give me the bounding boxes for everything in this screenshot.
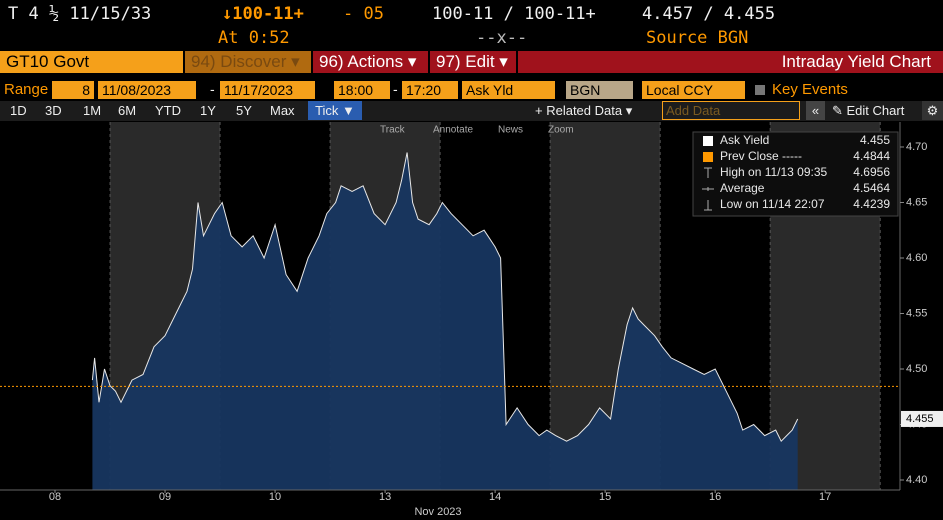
security: T 4 ½ 11/15/33 [8,4,152,24]
period-button[interactable]: 1Y [200,103,216,118]
legend-value: 4.4844 [853,149,890,163]
x-tick-label: 17 [819,491,831,503]
period-button[interactable]: 3D [45,103,62,118]
range-days[interactable]: 8 [52,81,94,99]
ticker[interactable]: GT10 Govt [0,51,183,73]
legend-label: Low on 11/14 22:07 [720,197,825,211]
legend-value: 4.455 [860,133,890,147]
x-tick-label: 14 [489,491,501,503]
last-value-tag [901,410,943,427]
last-value-label: 4.455 [906,413,934,425]
discover-button[interactable]: 94) Discover ▾ [185,51,311,73]
chart-tool: Track [380,125,406,136]
legend-swatch [703,152,713,162]
source: Source BGN [646,28,749,48]
time: At 0:52 [218,28,290,48]
y-tick-label: 4.50 [906,363,927,375]
end-time[interactable]: 17:20 [402,81,458,99]
change-price: ↓100-11+ [222,4,304,24]
x-tick-label: 09 [159,491,171,503]
related-data[interactable]: + Related Data ▾ [535,103,633,118]
size: --x-- [476,28,528,48]
x-tick-label: 10 [269,491,281,503]
x-axis-label: Nov 2023 [414,506,461,518]
period-button[interactable]: 6M [118,103,137,118]
start-time[interactable]: 18:00 [334,81,390,99]
legend: Ask Yield 4.455 Prev Close ----- 4.4844 High… [692,131,899,217]
y-tick-label: 4.60 [906,252,927,264]
x-tick-label: 15 [599,491,611,503]
toolbar [0,101,943,121]
chart: TrackAnnotateNewsZoom4.404.454.504.554.6… [0,122,943,518]
x-tick-label: 08 [49,491,61,503]
period-button[interactable]: 5Y [236,103,252,118]
tick-button[interactable]: Tick ▼ [308,101,362,120]
change: - 05 [343,4,384,24]
bid-ask-price: 100-11 / 100-11+ [432,4,596,24]
area-fill [92,152,798,490]
session-band [0,122,111,490]
separator: - [393,81,398,97]
y-tick-label: 4.65 [906,196,927,208]
legend-swatch [703,136,713,146]
period-button[interactable]: 1D [10,103,27,118]
period-button[interactable]: YTD [155,103,181,118]
add-data[interactable]: Add Data [662,101,800,120]
period-button[interactable]: Max [270,103,295,118]
settings-button[interactable]: ⚙ [922,101,943,120]
legend-label: Average [720,181,765,195]
separator: - [210,81,215,97]
source-input[interactable]: BGN [566,81,633,99]
actions-button[interactable]: 96) Actions ▾ [313,51,428,73]
end-date[interactable]: 11/17/2023 [220,81,315,99]
range-label: Range [4,81,49,98]
yield-line [91,152,799,443]
chart-tool: Annotate [433,125,473,136]
y-tick-label: 4.70 [906,141,927,153]
collapse-button[interactable]: « [806,101,825,120]
edit-chart[interactable]: ✎ Edit Chart [832,103,905,118]
edit-button[interactable]: 97) Edit ▾ [430,51,516,73]
bid-ask-yield: 4.457 / 4.455 [642,4,776,24]
legend-value: 4.4239 [853,197,890,211]
field-select[interactable]: Ask Yld [462,81,555,99]
chart-tool: News [498,125,523,136]
legend-label: High on 11/13 09:35 [720,165,828,179]
legend-label: Prev Close ----- [720,149,802,163]
period-button[interactable]: 1M [83,103,102,118]
legend-label: Ask Yield [720,133,769,147]
function-title: Intraday Yield Chart [518,51,943,73]
legend-box [692,131,899,217]
chart-tool: Zoom [548,125,574,136]
legend-icon [704,200,712,211]
x-tick-label: 16 [709,491,721,503]
key-events[interactable]: Key Events [772,81,848,98]
legend-value: 4.6956 [853,165,890,179]
checkbox[interactable] [755,85,765,95]
legend-icon [702,187,714,191]
start-date[interactable]: 11/08/2023 [98,81,196,99]
legend-value: 4.5464 [853,181,890,195]
currency-select[interactable]: Local CCY [642,81,745,99]
y-tick-label: 4.55 [906,307,927,319]
x-tick-label: 13 [379,491,391,503]
y-tick-label: 4.40 [906,474,927,486]
legend-icon [704,167,712,178]
